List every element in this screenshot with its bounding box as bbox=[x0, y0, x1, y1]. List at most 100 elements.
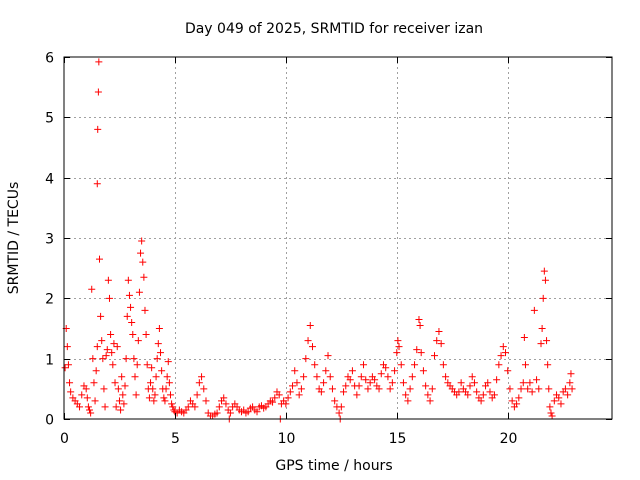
data-point bbox=[539, 294, 547, 302]
data-point bbox=[300, 373, 308, 381]
data-point bbox=[134, 337, 142, 345]
data-point bbox=[550, 397, 558, 405]
data-point bbox=[87, 409, 95, 417]
data-point bbox=[564, 391, 572, 399]
data-point bbox=[528, 388, 536, 396]
data-point bbox=[384, 373, 392, 381]
data-point bbox=[226, 409, 234, 417]
data-point bbox=[152, 373, 160, 381]
data-point bbox=[162, 385, 170, 393]
data-point bbox=[131, 373, 139, 381]
data-point bbox=[128, 318, 136, 326]
data-point bbox=[357, 373, 365, 381]
data-point bbox=[169, 403, 177, 411]
data-point bbox=[129, 331, 137, 339]
data-point bbox=[524, 385, 532, 393]
y-tick-label: 2 bbox=[45, 292, 54, 308]
data-point bbox=[515, 394, 523, 402]
data-point bbox=[519, 379, 527, 387]
data-point bbox=[163, 373, 171, 381]
data-point bbox=[133, 361, 141, 369]
data-point bbox=[244, 408, 252, 416]
data-point bbox=[222, 400, 230, 408]
data-point bbox=[455, 388, 463, 396]
data-point bbox=[83, 394, 91, 402]
data-point bbox=[424, 391, 432, 399]
data-point bbox=[149, 385, 157, 393]
data-point bbox=[371, 376, 379, 384]
data-point bbox=[457, 379, 465, 387]
data-point bbox=[164, 358, 172, 366]
data-point bbox=[346, 376, 354, 384]
data-point bbox=[94, 88, 102, 96]
y-tick-label: 4 bbox=[45, 172, 54, 188]
data-point bbox=[404, 397, 412, 405]
data-point bbox=[530, 306, 538, 314]
data-point bbox=[138, 237, 146, 245]
data-points bbox=[61, 58, 576, 423]
data-point bbox=[150, 397, 158, 405]
data-point bbox=[184, 403, 192, 411]
data-point bbox=[442, 373, 450, 381]
data-point bbox=[140, 273, 148, 281]
data-point bbox=[417, 349, 425, 357]
data-point bbox=[437, 340, 445, 348]
data-point bbox=[123, 312, 131, 320]
data-point bbox=[322, 367, 330, 375]
data-point bbox=[415, 315, 423, 323]
data-point bbox=[289, 382, 297, 390]
data-point bbox=[335, 409, 343, 417]
data-point bbox=[435, 328, 443, 336]
x-tick-label: 10 bbox=[278, 431, 296, 447]
data-point bbox=[535, 385, 543, 393]
y-tick-label: 5 bbox=[45, 111, 54, 127]
data-point bbox=[567, 370, 575, 378]
data-point bbox=[124, 276, 132, 284]
data-point bbox=[348, 367, 356, 375]
data-point bbox=[122, 355, 130, 363]
data-point bbox=[157, 349, 165, 357]
y-tick-label: 3 bbox=[45, 232, 54, 248]
data-point bbox=[100, 385, 108, 393]
data-point bbox=[502, 349, 510, 357]
data-point bbox=[111, 379, 119, 387]
data-point bbox=[544, 361, 552, 369]
data-point bbox=[253, 408, 261, 416]
data-point bbox=[538, 325, 546, 332]
data-point bbox=[490, 391, 498, 399]
data-point bbox=[92, 367, 100, 375]
x-axis-label: GPS time / hours bbox=[275, 458, 392, 474]
data-point bbox=[497, 352, 505, 360]
data-point bbox=[147, 379, 155, 387]
data-point bbox=[195, 379, 203, 387]
data-point bbox=[95, 255, 103, 263]
data-point bbox=[495, 361, 503, 369]
data-point bbox=[220, 394, 228, 402]
data-point bbox=[342, 382, 350, 390]
data-point bbox=[526, 379, 534, 387]
data-point bbox=[406, 385, 414, 393]
data-point bbox=[508, 397, 516, 405]
data-point bbox=[543, 337, 551, 345]
data-point bbox=[541, 276, 549, 284]
data-point bbox=[393, 349, 401, 357]
data-point bbox=[477, 397, 485, 405]
x-tick-label: 20 bbox=[500, 431, 518, 447]
data-point bbox=[148, 364, 156, 372]
axis-ticks: 0 5 10 15 20 0 1 2 3 4 5 6 bbox=[45, 51, 612, 447]
data-point bbox=[202, 397, 210, 405]
data-point bbox=[135, 288, 143, 296]
data-point bbox=[119, 391, 127, 399]
data-point bbox=[101, 403, 109, 411]
data-point bbox=[160, 394, 168, 402]
data-point bbox=[121, 382, 129, 390]
data-point bbox=[102, 352, 110, 360]
data-point bbox=[269, 398, 277, 406]
y-tick-label: 1 bbox=[45, 353, 54, 369]
data-point bbox=[466, 382, 474, 390]
x-tick-label: 15 bbox=[389, 431, 407, 447]
data-point bbox=[408, 373, 416, 381]
data-point bbox=[557, 400, 565, 408]
chart-title: Day 049 of 2025, SRMTID for receiver iza… bbox=[185, 21, 483, 37]
